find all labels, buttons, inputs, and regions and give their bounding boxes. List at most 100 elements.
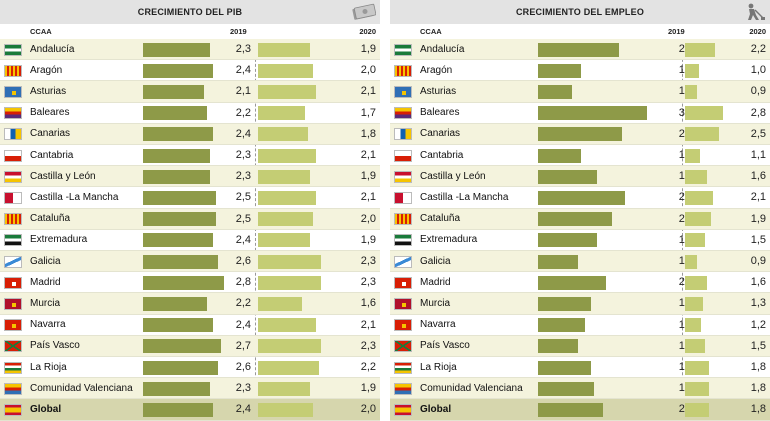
- pib-value-2019: 2,4: [235, 233, 251, 246]
- row-divider: [0, 334, 380, 336]
- empleo-table-row: Baleares3,52,8: [390, 103, 770, 124]
- empleo-bar-2020: [685, 212, 711, 227]
- pib-value-2019: 2,6: [235, 255, 251, 268]
- espana-flag-icon: [4, 403, 22, 416]
- empleo-title: CRECIMIENTO DEL EMPLEO: [515, 7, 645, 17]
- row-divider: [390, 249, 770, 251]
- pib-value-2019: 2,1: [235, 85, 251, 98]
- empleo-panel: CRECIMIENTO DEL EMPLEO CCAA 2019 2020 An…: [390, 0, 770, 421]
- castilla-leon-flag-icon: [394, 170, 412, 183]
- pib-bar-2019: [143, 190, 216, 205]
- pib-value-2020: 2,0: [360, 403, 376, 416]
- empleo-region-label: País Vasco: [420, 340, 470, 352]
- empleo-region-label: Cantabria: [420, 149, 464, 161]
- pib-table-row: Aragón 2,4 2,0: [0, 60, 380, 82]
- row-divider: [390, 377, 770, 379]
- la-rioja-flag-icon: [394, 361, 412, 374]
- pib-bar-2019: [143, 233, 213, 248]
- pib-bar-2020: [258, 275, 322, 290]
- pib-table-row: Murcia 2,2 1,6: [0, 293, 380, 315]
- pib-value-2020: 1,7: [360, 106, 376, 119]
- empleo-category-header: CCAA: [420, 27, 442, 36]
- empleo-value-2020: 1,9: [750, 212, 766, 225]
- empleo-value-2020: 1,2: [750, 318, 766, 331]
- row-divider: [390, 80, 770, 82]
- empleo-bar-2020: [685, 254, 698, 269]
- castilla-la-mancha-flag-icon: [4, 191, 22, 204]
- pib-value-2020: 2,1: [360, 85, 376, 98]
- pib-value-2019: 2,5: [235, 212, 251, 225]
- pib-value-2020: 1,9: [360, 170, 376, 183]
- empleo-region-label: Asturias: [420, 85, 457, 97]
- pib-table-row: Baleares 2,2 1,7: [0, 103, 380, 124]
- pib-region-label: Galicia: [30, 255, 61, 267]
- pib-panel: CRECIMIENTO DEL PIB CCAA 2019 2020 Andal…: [0, 0, 380, 421]
- pib-value-2019: 2,3: [235, 382, 251, 395]
- empleo-bar-2020: [685, 339, 706, 354]
- empleo-bar-2019: [538, 106, 647, 121]
- murcia-flag-icon: [4, 297, 22, 310]
- pib-value-2020: 2,0: [360, 212, 376, 225]
- madrid-flag-icon: [394, 276, 412, 289]
- canarias-flag-icon: [394, 128, 412, 141]
- empleo-value-2020: 2,8: [750, 106, 766, 119]
- empleo-bar-2020: [685, 169, 707, 184]
- pib-value-2019: 2,3: [235, 43, 251, 56]
- pib-title-bar: CRECIMIENTO DEL PIB: [0, 0, 380, 24]
- empleo-value-2020: 2,1: [750, 191, 766, 204]
- cataluna-flag-icon: [4, 213, 22, 226]
- pib-bar-2019: [143, 360, 219, 375]
- pib-table-row: País Vasco 2,7 2,3: [0, 335, 380, 357]
- pib-region-label: Castilla -La Mancha: [30, 191, 119, 203]
- pib-value-2019: 2,2: [235, 297, 251, 310]
- pib-bar-2020: [258, 169, 311, 184]
- pib-bar-2019: [143, 127, 213, 142]
- pib-bar-2019: [143, 212, 216, 227]
- pib-value-2019: 2,4: [235, 403, 251, 416]
- pib-value-2020: 2,1: [360, 149, 376, 162]
- pib-region-label: Aragón: [30, 64, 63, 76]
- empleo-bar-2019: [538, 275, 607, 290]
- empleo-region-label: Galicia: [420, 255, 451, 267]
- comunidad-valenciana-flag-icon: [4, 382, 22, 395]
- galicia-flag-icon: [394, 255, 412, 268]
- navarra-flag-icon: [4, 319, 22, 332]
- aragon-flag-icon: [4, 64, 22, 77]
- row-divider: [390, 101, 770, 103]
- empleo-bar-2019: [538, 360, 591, 375]
- empleo-bar-2019: [538, 381, 594, 396]
- row-divider: [390, 143, 770, 145]
- row-divider: [390, 228, 770, 230]
- pib-bar-2020: [258, 190, 316, 205]
- extremadura-flag-icon: [4, 234, 22, 247]
- andalucia-flag-icon: [394, 43, 412, 56]
- pib-title: CRECIMIENTO DEL PIB: [137, 7, 243, 17]
- empleo-bar-2020: [685, 63, 699, 78]
- pib-bar-2020: [258, 233, 311, 248]
- pib-bar-2019: [143, 296, 207, 311]
- empleo-bar-2019: [538, 42, 619, 57]
- empleo-region-label: Canarias: [420, 128, 461, 140]
- empleo-value-2020: 1,8: [750, 361, 766, 374]
- pib-value-2019: 2,4: [235, 64, 251, 77]
- empleo-bar-2020: [685, 127, 719, 142]
- pib-region-label: Murcia: [30, 297, 61, 309]
- empleo-value-2020: 0,9: [750, 255, 766, 268]
- pib-region-label: Cantabria: [30, 149, 74, 161]
- pib-value-2020: 2,3: [360, 339, 376, 352]
- pib-table-row: Castilla -La Mancha 2,5 2,1: [0, 187, 380, 209]
- row-divider: [0, 228, 380, 230]
- pib-bar-2019: [143, 381, 210, 396]
- row-divider: [0, 207, 380, 209]
- pib-bar-2020: [258, 296, 302, 311]
- empleo-bar-2019: [538, 296, 591, 311]
- aragon-flag-icon: [394, 64, 412, 77]
- pib-table-row: Cataluña 2,5 2,0: [0, 208, 380, 230]
- row-divider: [390, 334, 770, 336]
- empleo-bar-2019: [538, 148, 582, 163]
